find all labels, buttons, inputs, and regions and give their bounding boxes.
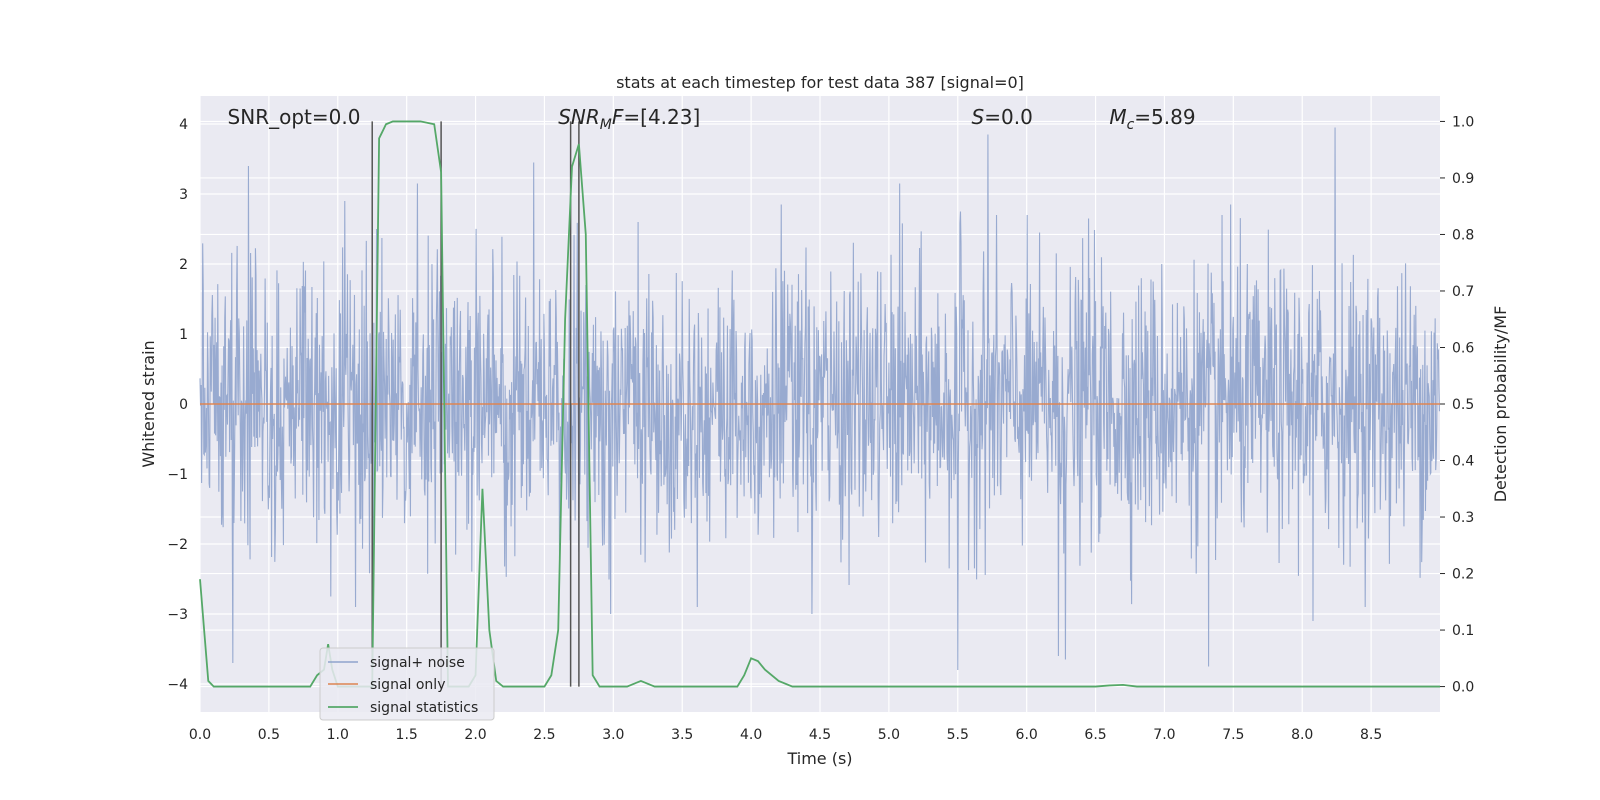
s-base: S [972, 105, 985, 129]
y-right-tick-label: 0.1 [1452, 623, 1474, 639]
legend-label-signal-noise: signal+ noise [370, 655, 465, 671]
y-right-tick-label: 0.3 [1452, 510, 1474, 526]
y-left-tick-label: −1 [167, 467, 188, 483]
signal-noise-trace [199, 127, 1441, 671]
x-tick-label: 4.0 [740, 727, 762, 743]
snr-mf-rest: =[4.23] [623, 105, 700, 129]
x-tick-label: 3.0 [602, 727, 624, 743]
y-left-tick-label: −4 [167, 677, 188, 693]
y-left-tick-label: 4 [179, 117, 188, 133]
x-axis-label: Time (s) [786, 749, 852, 768]
x-tick-label: 2.0 [464, 727, 486, 743]
x-tick-label: 8.5 [1360, 727, 1382, 743]
x-tick-label: 0.0 [189, 727, 211, 743]
x-tick-label: 8.0 [1291, 727, 1313, 743]
y-left-axis-label: Whitened strain [139, 340, 158, 467]
y-right-tick-label: 0.6 [1452, 340, 1474, 356]
y-right-tick-label: 0.7 [1452, 284, 1474, 300]
x-tick-label: 0.5 [258, 727, 280, 743]
x-tick-label: 7.0 [1153, 727, 1175, 743]
x-tick-label: 6.0 [1016, 727, 1038, 743]
y-left-tick-label: 1 [179, 327, 188, 343]
mc-annotation: Mc=5.89 [1109, 105, 1195, 133]
y-right-tick-label: 0.0 [1452, 680, 1474, 696]
y-right-tick-label: 0.4 [1452, 454, 1474, 470]
mc-sub: c [1127, 117, 1135, 133]
y-left-tick-label: −2 [167, 537, 188, 553]
s-rest: =0.0 [984, 105, 1033, 129]
y-left-tick-label: 0 [179, 397, 188, 413]
mc-base: M [1109, 105, 1126, 129]
x-tick-label: 4.5 [809, 727, 831, 743]
x-axis-ticks: 0.0 0.5 1.0 1.5 2.0 2.5 3.0 3.5 4.0 4.5 5.0 5.5 6.0 6… [189, 727, 1382, 743]
x-tick-label: 1.0 [327, 727, 349, 743]
x-tick-label: 6.5 [1084, 727, 1106, 743]
x-tick-label: 3.5 [671, 727, 693, 743]
y-left-tick-label: 2 [179, 257, 188, 273]
y-right-tick-label: 0.8 [1452, 227, 1474, 243]
mc-rest: =5.89 [1134, 105, 1195, 129]
x-tick-label: 2.5 [533, 727, 555, 743]
x-tick-label: 7.5 [1222, 727, 1244, 743]
y-left-axis-ticks: 4 3 2 1 0 −1 −2 −3 −4 [167, 117, 188, 693]
y-right-axis-ticks: 1.0 0.9 0.8 0.7 0.6 0.5 0.4 0.3 0.2 0.1 0.0 [1440, 114, 1474, 696]
y-right-tick-label: 0.5 [1452, 397, 1474, 413]
snr-mf-annotation: SNRMF=[4.23] [558, 105, 700, 133]
legend-label-signal-only: signal only [370, 677, 445, 693]
legend-label-signal-statistics: signal statistics [370, 700, 478, 716]
y-right-tick-label: 0.2 [1452, 567, 1474, 583]
chart-title: stats at each timestep for test data 387… [616, 73, 1024, 92]
snr-mf-sub: M [600, 117, 612, 133]
y-left-tick-label: −3 [167, 607, 188, 623]
y-left-tick-label: 3 [179, 187, 188, 203]
legend: signal+ noise signal only signal statist… [319, 647, 495, 721]
snr-mf-base: SNR [558, 105, 600, 129]
x-tick-label: 1.5 [396, 727, 418, 743]
s-annotation: S=0.0 [972, 105, 1033, 129]
snr-mf-rest-italic: F [612, 105, 624, 129]
x-tick-label: 5.0 [878, 727, 900, 743]
y-right-tick-label: 0.9 [1452, 171, 1474, 187]
legend-box [319, 647, 495, 721]
y-right-tick-label: 1.0 [1452, 114, 1474, 130]
y-right-axis-label: Detection probability/MF [1491, 306, 1510, 503]
snr-opt-annotation: SNR_opt=0.0 [228, 105, 361, 129]
signal-noise-series [199, 127, 1441, 671]
x-tick-label: 5.5 [947, 727, 969, 743]
